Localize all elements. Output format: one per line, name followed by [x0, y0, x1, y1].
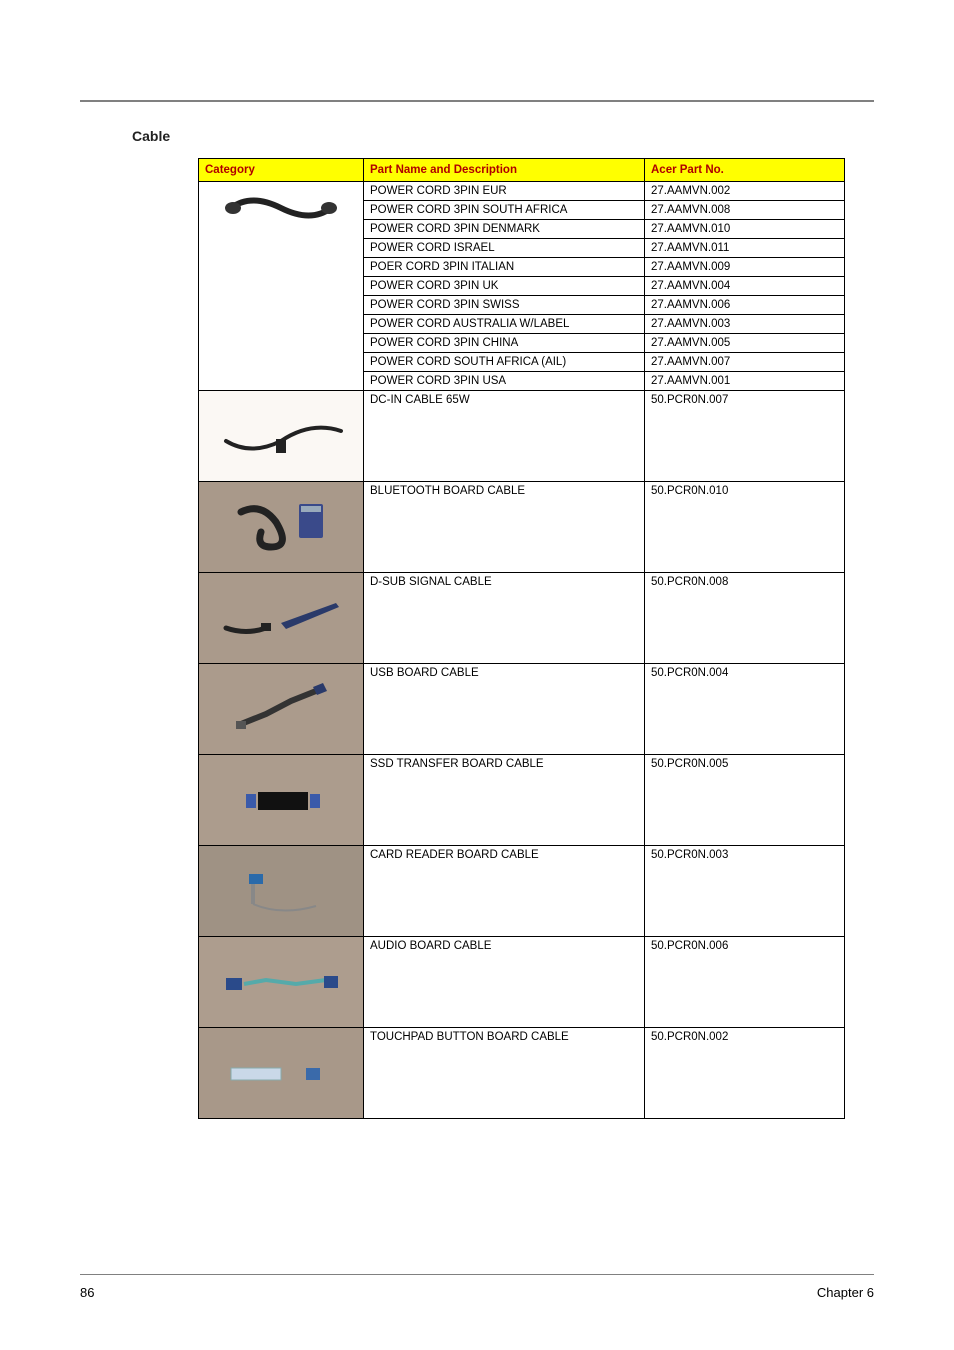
category-image-cell: [199, 1028, 364, 1119]
category-image-cell: [199, 573, 364, 664]
part-no-cell: 27.AAMVN.004: [645, 277, 845, 296]
category-image-cell: [199, 664, 364, 755]
part-name-cell: DC-IN CABLE 65W: [364, 391, 645, 482]
cable-thumb-usb: [199, 664, 363, 754]
category-image-cell: [199, 391, 364, 482]
part-name-cell: POWER CORD AUSTRALIA W/LABEL: [364, 315, 645, 334]
category-image-cell: [199, 755, 364, 846]
power-cord-icon: [199, 182, 363, 234]
table-row: AUDIO BOARD CABLE50.PCR0N.006: [199, 937, 845, 1028]
part-no-cell: 27.AAMVN.002: [645, 182, 845, 201]
part-name-cell: POWER CORD 3PIN CHINA: [364, 334, 645, 353]
table-row: D-SUB SIGNAL CABLE50.PCR0N.008: [199, 573, 845, 664]
part-name-cell: TOUCHPAD BUTTON BOARD CABLE: [364, 1028, 645, 1119]
cable-thumb-bt: [199, 482, 363, 572]
part-name-cell: POWER CORD 3PIN USA: [364, 372, 645, 391]
part-name-cell: POER CORD 3PIN ITALIAN: [364, 258, 645, 277]
cable-thumb-ssd: [199, 755, 363, 845]
category-image-cell: [199, 937, 364, 1028]
part-name-cell: POWER CORD ISRAEL: [364, 239, 645, 258]
cable-thumb-touchpad: [199, 1028, 363, 1118]
part-name-cell: POWER CORD 3PIN SWISS: [364, 296, 645, 315]
table-wrap: Category Part Name and Description Acer …: [198, 158, 844, 1119]
table-row: POWER CORD 3PIN EUR27.AAMVN.002: [199, 182, 845, 201]
part-no-cell: 27.AAMVN.009: [645, 258, 845, 277]
part-name-cell: POWER CORD 3PIN EUR: [364, 182, 645, 201]
page-footer: 86 Chapter 6: [80, 1274, 874, 1300]
part-name-cell: POWER CORD 3PIN DENMARK: [364, 220, 645, 239]
table-body: POWER CORD 3PIN EUR27.AAMVN.002POWER COR…: [199, 182, 845, 1119]
part-no-cell: 50.PCR0N.006: [645, 937, 845, 1028]
section-title: Cable: [132, 128, 874, 144]
part-no-cell: 27.AAMVN.007: [645, 353, 845, 372]
top-rule: [80, 100, 874, 102]
category-image-cell: [199, 482, 364, 573]
part-no-cell: 27.AAMVN.003: [645, 315, 845, 334]
part-no-cell: 27.AAMVN.005: [645, 334, 845, 353]
part-no-cell: 50.PCR0N.003: [645, 846, 845, 937]
table-row: USB BOARD CABLE50.PCR0N.004: [199, 664, 845, 755]
part-name-cell: BLUETOOTH BOARD CABLE: [364, 482, 645, 573]
table-row: SSD TRANSFER BOARD CABLE50.PCR0N.005: [199, 755, 845, 846]
part-no-cell: 50.PCR0N.010: [645, 482, 845, 573]
footer-chapter: Chapter 6: [817, 1285, 874, 1300]
part-no-cell: 50.PCR0N.008: [645, 573, 845, 664]
table-row: TOUCHPAD BUTTON BOARD CABLE50.PCR0N.002: [199, 1028, 845, 1119]
part-name-cell: AUDIO BOARD CABLE: [364, 937, 645, 1028]
part-no-cell: 50.PCR0N.004: [645, 664, 845, 755]
part-name-cell: D-SUB SIGNAL CABLE: [364, 573, 645, 664]
cable-thumb-dc-in: [199, 391, 363, 481]
part-name-cell: CARD READER BOARD CABLE: [364, 846, 645, 937]
part-no-cell: 50.PCR0N.005: [645, 755, 845, 846]
part-no-cell: 27.AAMVN.010: [645, 220, 845, 239]
cable-thumb-card: [199, 846, 363, 936]
table-row: BLUETOOTH BOARD CABLE50.PCR0N.010: [199, 482, 845, 573]
part-name-cell: POWER CORD 3PIN UK: [364, 277, 645, 296]
header-row: Category Part Name and Description Acer …: [199, 159, 845, 182]
cable-table: Category Part Name and Description Acer …: [198, 158, 845, 1119]
part-no-cell: 50.PCR0N.002: [645, 1028, 845, 1119]
table-row: DC-IN CABLE 65W50.PCR0N.007: [199, 391, 845, 482]
part-name-cell: POWER CORD SOUTH AFRICA (AIL): [364, 353, 645, 372]
part-no-cell: 27.AAMVN.011: [645, 239, 845, 258]
header-category: Category: [199, 159, 364, 182]
part-no-cell: 27.AAMVN.008: [645, 201, 845, 220]
part-no-cell: 27.AAMVN.001: [645, 372, 845, 391]
category-image-power-cord: [199, 182, 364, 391]
part-name-cell: USB BOARD CABLE: [364, 664, 645, 755]
part-name-cell: SSD TRANSFER BOARD CABLE: [364, 755, 645, 846]
part-no-cell: 27.AAMVN.006: [645, 296, 845, 315]
table-row: CARD READER BOARD CABLE50.PCR0N.003: [199, 846, 845, 937]
category-image-cell: [199, 846, 364, 937]
page-container: Cable Category Part Name and Description…: [0, 0, 954, 1159]
header-part-no: Acer Part No.: [645, 159, 845, 182]
part-no-cell: 50.PCR0N.007: [645, 391, 845, 482]
cable-thumb-audio: [199, 937, 363, 1027]
footer-page-number: 86: [80, 1285, 94, 1300]
header-part-name: Part Name and Description: [364, 159, 645, 182]
cable-thumb-dsub: [199, 573, 363, 663]
part-name-cell: POWER CORD 3PIN SOUTH AFRICA: [364, 201, 645, 220]
